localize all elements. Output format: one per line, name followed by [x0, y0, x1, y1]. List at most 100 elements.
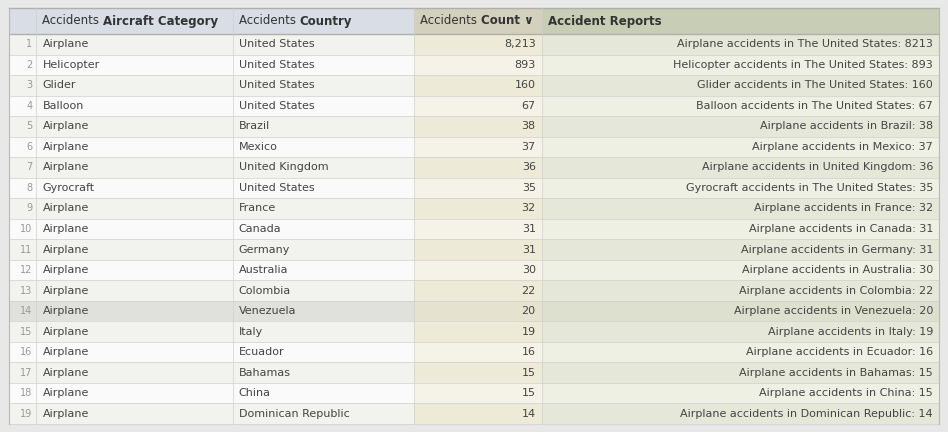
- Bar: [541, 95, 939, 116]
- Text: 160: 160: [515, 80, 536, 90]
- Bar: [232, 403, 414, 424]
- Bar: [9, 178, 36, 198]
- Text: 38: 38: [521, 121, 536, 131]
- Text: Count ∨: Count ∨: [481, 15, 534, 28]
- Bar: [414, 34, 541, 54]
- Bar: [541, 75, 939, 95]
- Text: United States: United States: [239, 60, 315, 70]
- Text: 8,213: 8,213: [504, 39, 536, 49]
- Text: Airplane: Airplane: [43, 224, 89, 234]
- Bar: [541, 280, 939, 301]
- Text: 13: 13: [20, 286, 32, 295]
- Text: 19: 19: [521, 327, 536, 337]
- Text: Colombia: Colombia: [239, 286, 291, 295]
- Bar: [541, 403, 939, 424]
- Text: United Kingdom: United Kingdom: [239, 162, 328, 172]
- Bar: [414, 321, 541, 342]
- Bar: [232, 280, 414, 301]
- Text: 37: 37: [521, 142, 536, 152]
- Bar: [36, 137, 232, 157]
- Bar: [9, 301, 36, 321]
- Bar: [36, 157, 232, 178]
- Bar: [9, 157, 36, 178]
- Bar: [36, 403, 232, 424]
- Text: Italy: Italy: [239, 327, 263, 337]
- Text: Canada: Canada: [239, 224, 282, 234]
- Text: 15: 15: [20, 327, 32, 337]
- Bar: [414, 157, 541, 178]
- Bar: [9, 95, 36, 116]
- Text: Glider accidents in The United States: 160: Glider accidents in The United States: 1…: [697, 80, 933, 90]
- Bar: [36, 95, 232, 116]
- Bar: [9, 54, 36, 75]
- Text: 10: 10: [20, 224, 32, 234]
- Bar: [36, 178, 232, 198]
- Text: 18: 18: [20, 388, 32, 398]
- Bar: [36, 301, 232, 321]
- Bar: [414, 301, 541, 321]
- Bar: [232, 198, 414, 219]
- Text: 3: 3: [27, 80, 32, 90]
- Bar: [9, 260, 36, 280]
- Bar: [36, 116, 232, 137]
- Bar: [414, 137, 541, 157]
- Bar: [9, 137, 36, 157]
- Text: Bahamas: Bahamas: [239, 368, 291, 378]
- Bar: [541, 34, 939, 54]
- Text: Airplane accidents in United Kingdom: 36: Airplane accidents in United Kingdom: 36: [702, 162, 933, 172]
- Text: 7: 7: [27, 162, 32, 172]
- Bar: [414, 280, 541, 301]
- Text: China: China: [239, 388, 271, 398]
- Bar: [232, 260, 414, 280]
- Text: Airplane: Airplane: [43, 245, 89, 254]
- Bar: [9, 34, 36, 54]
- Text: Airplane accidents in Ecuador: 16: Airplane accidents in Ecuador: 16: [746, 347, 933, 357]
- Bar: [36, 321, 232, 342]
- Bar: [414, 260, 541, 280]
- Bar: [36, 34, 232, 54]
- Bar: [541, 260, 939, 280]
- Text: Airplane: Airplane: [43, 142, 89, 152]
- Text: 11: 11: [20, 245, 32, 254]
- Bar: [414, 95, 541, 116]
- Text: Airplane accidents in Australia: 30: Airplane accidents in Australia: 30: [741, 265, 933, 275]
- Text: Accidents: Accidents: [43, 15, 103, 28]
- Bar: [9, 280, 36, 301]
- Text: Australia: Australia: [239, 265, 288, 275]
- Bar: [232, 342, 414, 362]
- Bar: [36, 362, 232, 383]
- Text: Helicopter accidents in The United States: 893: Helicopter accidents in The United State…: [673, 60, 933, 70]
- Text: Airplane: Airplane: [43, 286, 89, 295]
- Bar: [541, 362, 939, 383]
- Text: Venezuela: Venezuela: [239, 306, 296, 316]
- Bar: [414, 342, 541, 362]
- Text: 15: 15: [521, 368, 536, 378]
- Bar: [36, 54, 232, 75]
- Text: Airplane: Airplane: [43, 203, 89, 213]
- Text: 15: 15: [521, 388, 536, 398]
- Bar: [232, 239, 414, 260]
- Bar: [232, 75, 414, 95]
- Bar: [541, 219, 939, 239]
- Text: Airplane: Airplane: [43, 409, 89, 419]
- Bar: [414, 54, 541, 75]
- Bar: [232, 362, 414, 383]
- Bar: [9, 198, 36, 219]
- Text: Airplane: Airplane: [43, 327, 89, 337]
- Text: 19: 19: [20, 409, 32, 419]
- Text: 36: 36: [521, 162, 536, 172]
- Bar: [414, 198, 541, 219]
- Text: Airplane accidents in China: 15: Airplane accidents in China: 15: [759, 388, 933, 398]
- Text: 9: 9: [27, 203, 32, 213]
- Text: Airplane accidents in Italy: 19: Airplane accidents in Italy: 19: [768, 327, 933, 337]
- Bar: [36, 342, 232, 362]
- Text: Airplane accidents in Bahamas: 15: Airplane accidents in Bahamas: 15: [739, 368, 933, 378]
- Bar: [232, 54, 414, 75]
- Text: Gyrocraft: Gyrocraft: [43, 183, 95, 193]
- Bar: [414, 362, 541, 383]
- Bar: [414, 8, 541, 34]
- Text: Balloon accidents in The United States: 67: Balloon accidents in The United States: …: [696, 101, 933, 111]
- Text: United States: United States: [239, 101, 315, 111]
- Bar: [36, 75, 232, 95]
- Text: Airplane accidents in The United States: 8213: Airplane accidents in The United States:…: [677, 39, 933, 49]
